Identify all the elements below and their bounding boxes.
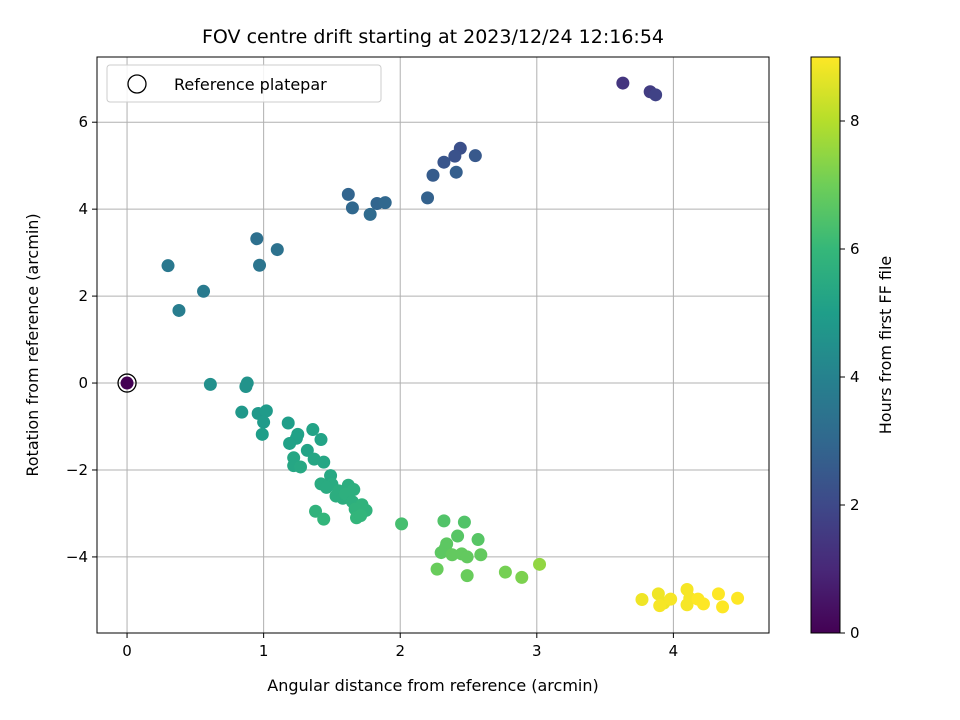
data-point-63 (451, 529, 465, 543)
data-point-59 (354, 509, 368, 523)
data-point-68 (445, 548, 459, 562)
data-point-1 (616, 76, 630, 90)
reference-platepar-marker (117, 373, 137, 393)
data-point-27 (259, 404, 273, 418)
colorbar-tick-label-3: 6 (850, 240, 860, 258)
data-point-29 (255, 427, 269, 441)
y-axis-ticks: −4 −2 0 2 4 6 (66, 113, 97, 566)
data-point-39 (317, 455, 331, 469)
data-point-77 (635, 593, 649, 607)
data-point-56 (309, 504, 323, 518)
x-axis-label: Angular distance from reference (arcmin) (267, 676, 598, 695)
data-point-72 (430, 562, 444, 576)
data-point-9 (449, 165, 463, 179)
y-tick-label-5: 6 (78, 113, 88, 131)
y-tick-label-2: 0 (78, 374, 88, 392)
x-tick-label-1: 1 (259, 642, 269, 660)
data-point-41 (294, 460, 308, 474)
data-point-71 (474, 548, 488, 562)
data-point-10 (421, 191, 435, 205)
data-point-7 (468, 149, 482, 163)
data-point-67 (434, 546, 448, 560)
data-point-57 (317, 512, 331, 526)
grid-lines (97, 57, 769, 633)
data-point-60 (395, 517, 409, 531)
data-point-84 (680, 598, 694, 612)
colorbar-label: Hours from first FF file (876, 256, 895, 435)
data-point-18 (253, 258, 267, 272)
colorbar-tick-label-2: 4 (850, 368, 860, 386)
data-point-6 (437, 155, 451, 169)
y-axis-label: Rotation from reference (arcmin) (23, 213, 42, 476)
data-point-61 (437, 514, 451, 528)
colorbar-tick-label-4: 8 (850, 112, 860, 130)
data-point-81 (664, 592, 678, 606)
data-point-0 (120, 376, 134, 390)
x-tick-label-4: 4 (669, 642, 679, 660)
data-point-12 (345, 201, 359, 215)
legend-box (106, 64, 382, 103)
data-point-19 (161, 259, 175, 273)
data-point-25 (235, 405, 249, 419)
data-point-21 (172, 303, 186, 317)
data-point-5 (448, 149, 462, 163)
data-point-8 (426, 168, 440, 182)
data-point-75 (515, 570, 529, 584)
x-tick-label-0: 0 (122, 642, 132, 660)
data-point-88 (716, 600, 730, 614)
x-axis-ticks: 0 1 2 3 4 (122, 633, 678, 660)
y-tick-label-1: −2 (66, 461, 88, 479)
data-point-76 (533, 557, 547, 571)
data-point-24 (239, 380, 253, 394)
data-point-70 (460, 550, 474, 564)
data-point-89 (731, 591, 745, 605)
colorbar (810, 56, 841, 634)
colorbar-ticks: 0 2 4 6 8 (840, 112, 860, 642)
legend-marker-reference (127, 74, 147, 94)
chart-title: FOV centre drift starting at 2023/12/24 … (202, 26, 664, 48)
data-point-36 (300, 443, 314, 457)
data-points (117, 76, 745, 614)
data-point-3 (649, 88, 663, 102)
x-tick-label-2: 2 (395, 642, 405, 660)
data-point-30 (281, 416, 295, 430)
legend: Reference platepar (106, 64, 382, 103)
data-point-22 (203, 377, 217, 391)
data-point-11 (341, 187, 355, 201)
data-point-35 (314, 433, 328, 447)
data-point-28 (257, 415, 271, 429)
data-point-33 (283, 436, 297, 450)
colorbar-tick-label-0: 0 (850, 624, 860, 642)
data-point-64 (471, 533, 485, 547)
y-tick-label-0: −4 (66, 548, 88, 566)
data-point-86 (696, 597, 710, 611)
data-point-17 (270, 243, 284, 257)
colorbar-tick-label-1: 2 (850, 496, 860, 514)
data-point-74 (498, 565, 512, 579)
data-point-20 (197, 284, 211, 298)
data-point-87 (711, 587, 725, 601)
y-tick-label-3: 2 (78, 287, 88, 305)
data-point-15 (363, 207, 377, 221)
data-point-16 (250, 232, 264, 246)
data-point-34 (306, 423, 320, 437)
y-tick-label-4: 4 (78, 200, 88, 218)
data-point-62 (457, 515, 471, 529)
data-point-80 (653, 599, 667, 613)
plot-frame (96, 56, 770, 634)
legend-entry-reference: Reference platepar (174, 75, 327, 94)
x-tick-label-3: 3 (532, 642, 542, 660)
data-point-45 (319, 480, 333, 494)
data-point-73 (460, 569, 474, 583)
data-point-14 (378, 196, 392, 210)
